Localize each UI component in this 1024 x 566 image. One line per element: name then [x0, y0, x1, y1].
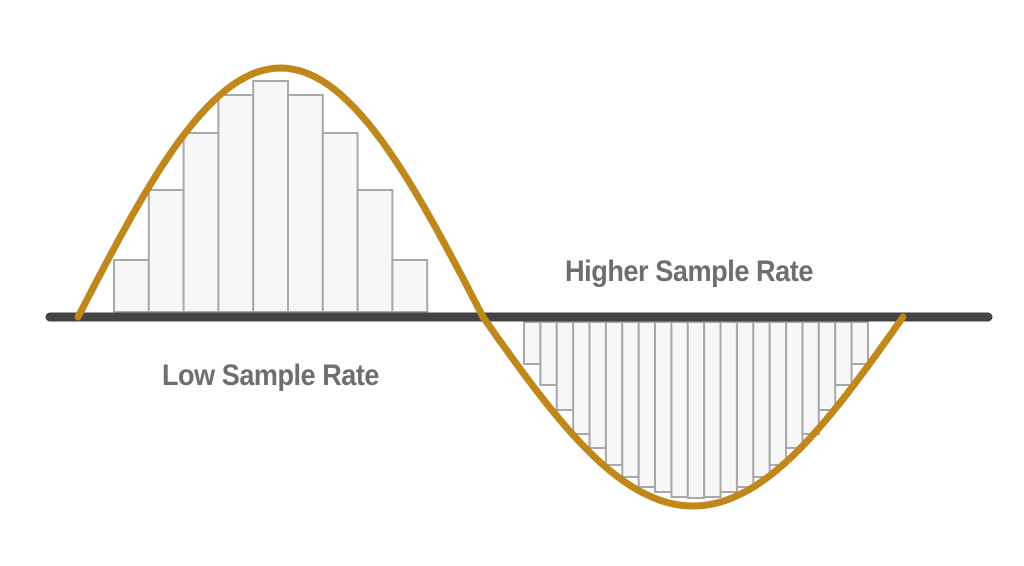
sample-bar: [356, 189, 394, 313]
sample-bar: [654, 321, 673, 493]
sample-bar: [817, 321, 837, 411]
sample-bar: [752, 321, 771, 478]
sample-bar: [670, 321, 689, 498]
sample-bar: [252, 80, 289, 313]
sample-bar: [147, 189, 185, 313]
sine-wave-curve: [74, 64, 907, 510]
sample-bar: [686, 321, 706, 499]
high-sample-rate-bars: [523, 321, 869, 499]
sample-bar: [719, 321, 738, 493]
sample-bar: [572, 321, 591, 435]
low-sample-rate-bars: [113, 80, 429, 313]
sample-bar: [588, 321, 607, 449]
sample-bar: [287, 94, 324, 313]
sample-bar: [637, 321, 657, 488]
sample-bar: [735, 321, 755, 488]
sample-bar: [834, 321, 853, 386]
higher-sample-rate-label: Higher Sample Rate: [565, 255, 813, 288]
sample-bar: [850, 321, 869, 365]
sample-bar: [182, 132, 220, 313]
sample-bar: [604, 321, 624, 466]
sample-bar: [768, 321, 788, 466]
sample-bar: [801, 321, 820, 435]
sample-bar: [703, 321, 722, 498]
sample-bar: [785, 321, 804, 449]
sample-bar: [523, 321, 542, 365]
sample-bar: [113, 259, 150, 313]
sample-bar: [555, 321, 575, 411]
sample-bar: [217, 94, 255, 313]
sample-bar: [539, 321, 558, 386]
low-sample-rate-label: Low Sample Rate: [162, 359, 379, 392]
sample-bar: [391, 259, 429, 313]
sample-bar: [621, 321, 640, 478]
sample-bar: [321, 132, 359, 313]
